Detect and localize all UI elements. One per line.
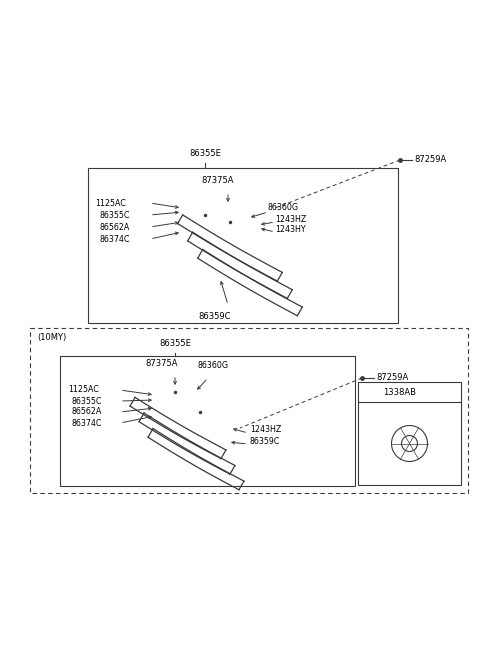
Text: 86359C: 86359C [250, 436, 280, 445]
Text: 1243HZ: 1243HZ [275, 214, 306, 223]
Bar [30, 328, 468, 493]
Text: 86355E: 86355E [159, 339, 191, 348]
Text: 86374C: 86374C [71, 419, 101, 428]
Text: 86355C: 86355C [99, 210, 130, 219]
Text: 1243HY: 1243HY [275, 225, 306, 233]
Text: 86374C: 86374C [99, 234, 130, 244]
Text: 86562A: 86562A [99, 223, 129, 231]
Text: 86359C: 86359C [199, 312, 231, 321]
Text: 86360G: 86360G [268, 202, 299, 212]
Text: 87375A: 87375A [202, 176, 234, 185]
Text: 86355E: 86355E [189, 149, 221, 158]
Text: 87259A: 87259A [376, 373, 408, 383]
Bar [88, 168, 398, 323]
Text: 1338AB: 1338AB [384, 388, 417, 397]
Bar [358, 382, 461, 485]
Text: 86355C: 86355C [71, 396, 101, 405]
Text: 1125AC: 1125AC [68, 386, 99, 394]
Text: 86360G: 86360G [198, 361, 229, 370]
Text: 1243HZ: 1243HZ [250, 426, 281, 434]
Bar [60, 356, 355, 486]
Text: (10MY): (10MY) [37, 333, 66, 342]
Text: 87375A: 87375A [146, 359, 178, 368]
Text: 1125AC: 1125AC [95, 198, 126, 208]
Text: 86562A: 86562A [71, 407, 101, 417]
Text: 87259A: 87259A [414, 155, 446, 164]
